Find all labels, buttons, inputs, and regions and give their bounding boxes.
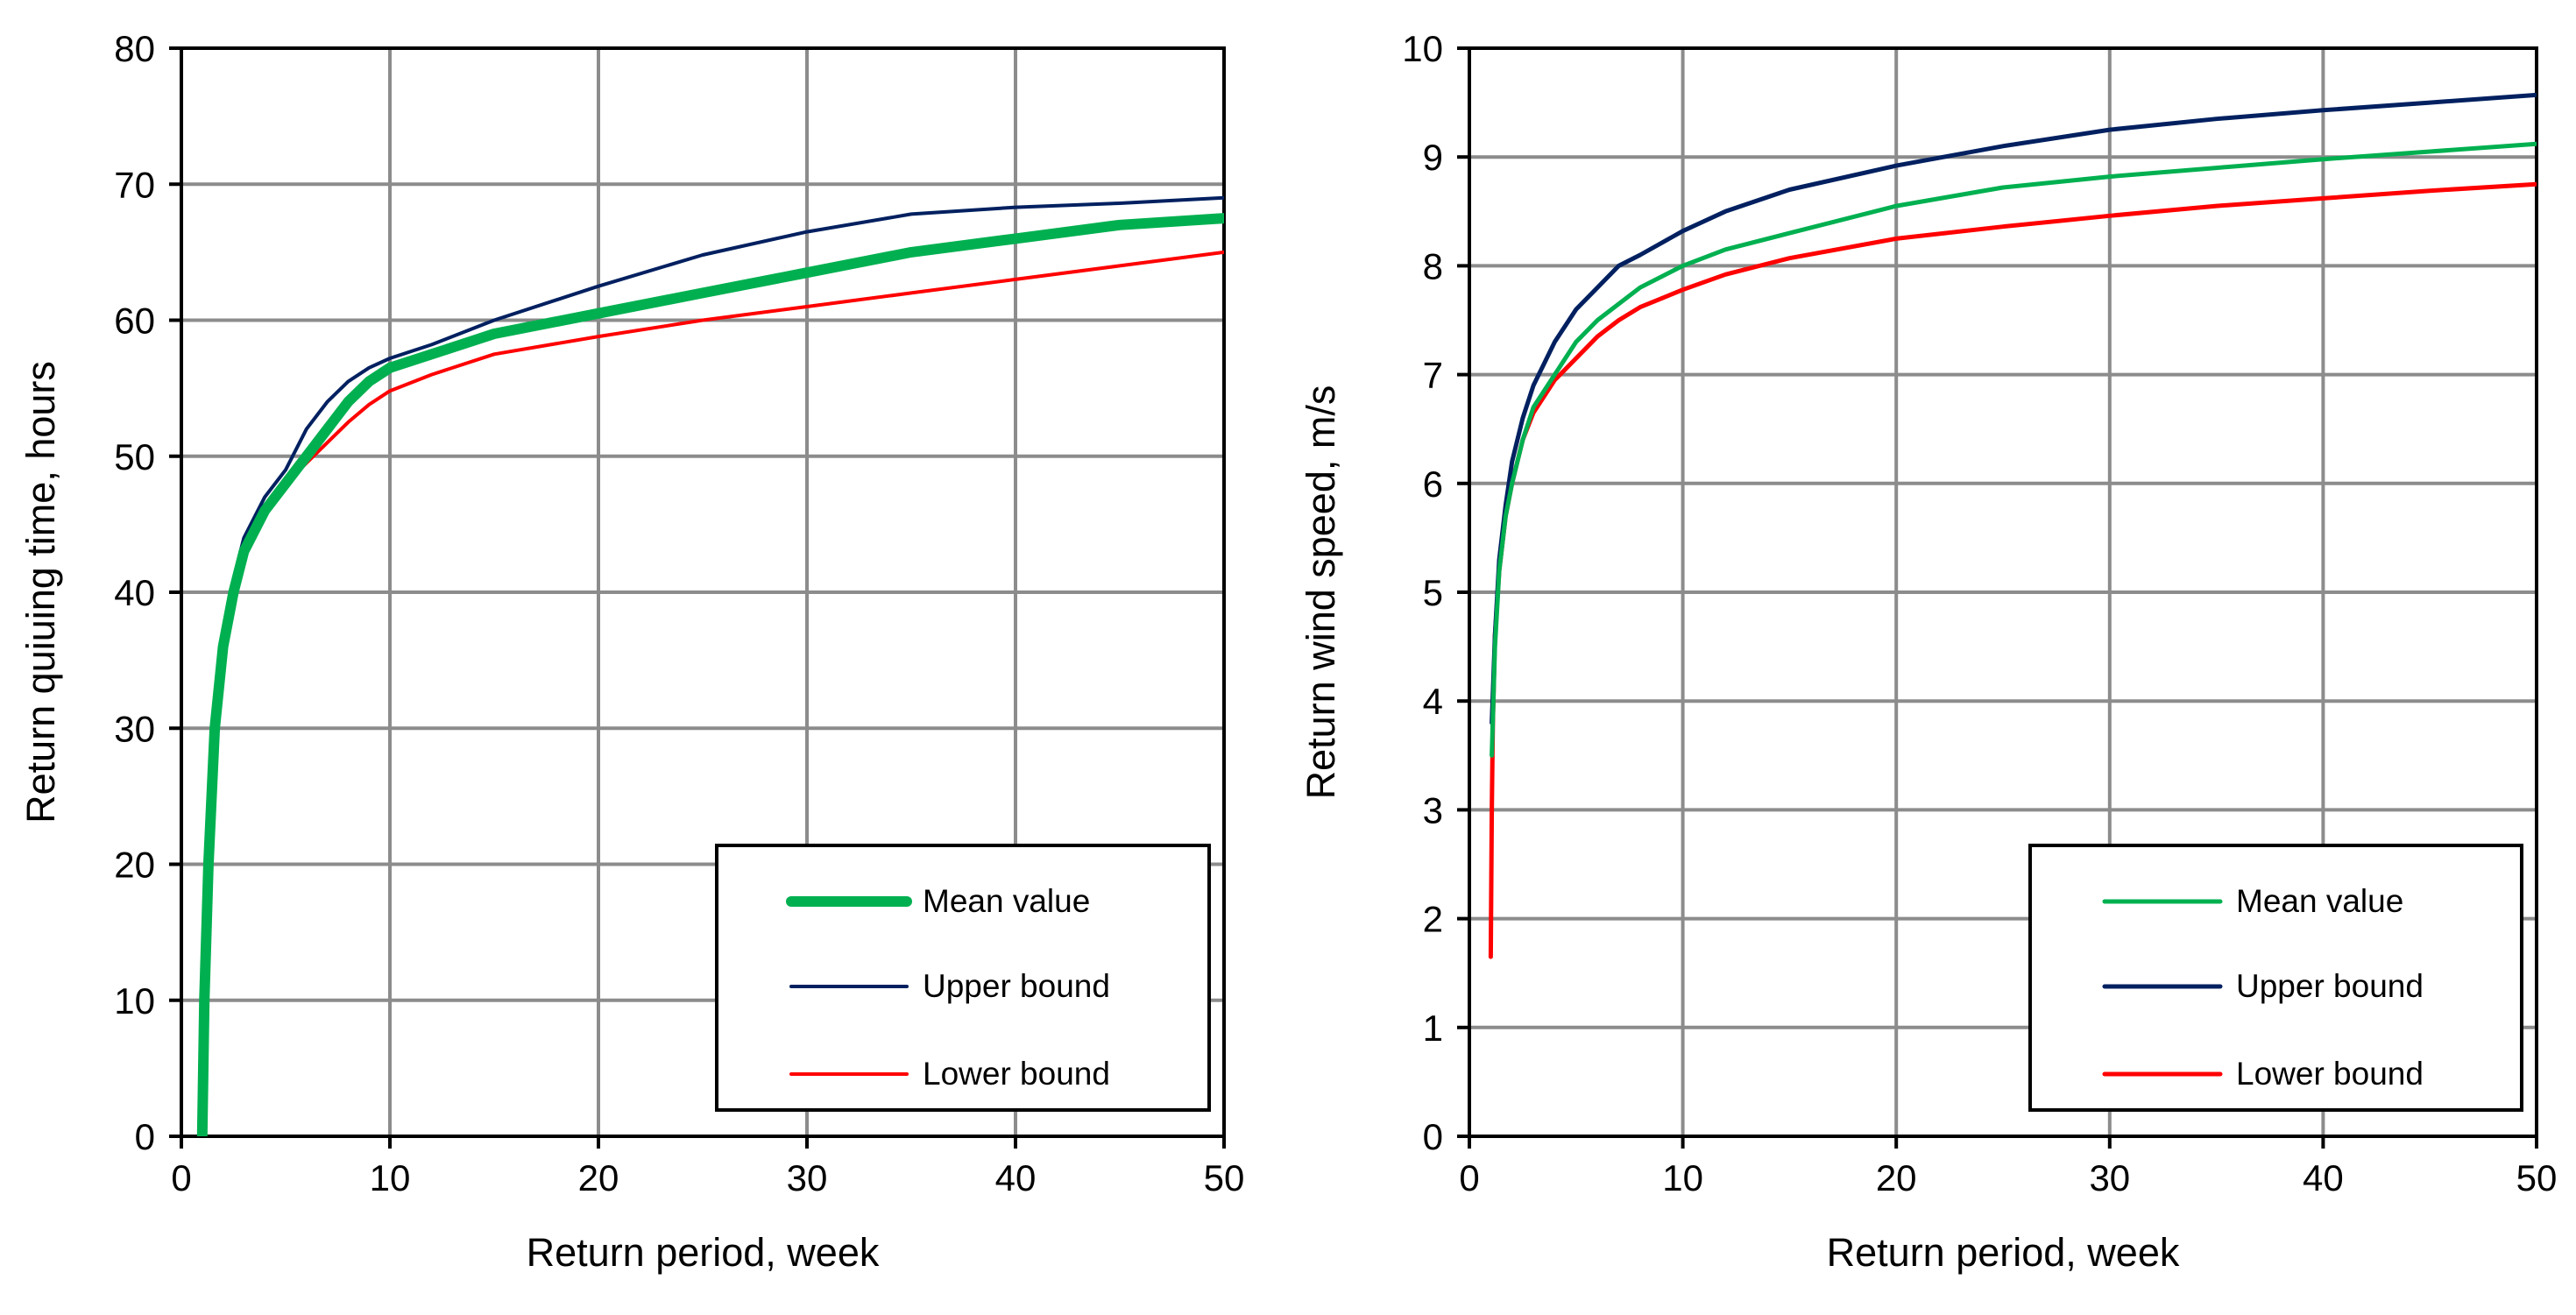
y-tick-label: 8 — [1423, 245, 1443, 286]
y-tick-label: 6 — [1423, 463, 1443, 505]
x-tick-label: 30 — [2089, 1157, 2130, 1198]
legend-box — [2028, 844, 2523, 1112]
chart-2: 0 10 20 30 40 50 0 1 2 3 4 5 6 7 8 9 10 Return period, we… — [1299, 28, 2557, 1275]
y-tick-label: 4 — [1423, 681, 1443, 722]
y-tick-label: 40 — [114, 572, 155, 613]
y-tick-label: 1 — [1423, 1007, 1443, 1049]
y-tick-label: 50 — [114, 436, 155, 477]
chart-1: 0 10 20 30 40 50 0 10 20 30 40 50 60 70 80 Return perio… — [18, 28, 1244, 1275]
x-tick-label: 0 — [171, 1157, 191, 1198]
y-tick-label: 5 — [1423, 572, 1443, 613]
legend-label: Lower bound — [2236, 1056, 2424, 1092]
legend-label: Mean value — [923, 883, 1090, 919]
x-tick-label: 10 — [370, 1157, 411, 1198]
y-tick-label: 60 — [114, 300, 155, 342]
legend-box — [715, 844, 1211, 1112]
series-line-mean-value — [1490, 141, 2537, 758]
y-tick-label: 7 — [1423, 355, 1443, 396]
y-tick-label: 2 — [1423, 899, 1443, 940]
legend: Mean value Upper bound Lower bound — [2028, 844, 2523, 1112]
legend-label: Lower bound — [923, 1056, 1110, 1092]
x-tick-label: 50 — [1204, 1157, 1245, 1198]
series-line-upper-bound — [1490, 92, 2537, 725]
y-tick-label: 70 — [114, 164, 155, 205]
y-tick-label: 9 — [1423, 137, 1443, 178]
legend-label: Mean value — [2236, 883, 2403, 919]
x-tick-label: 40 — [2303, 1157, 2344, 1198]
x-tick-label: 0 — [1459, 1157, 1479, 1198]
legend: Mean value Upper bound Lower bound — [715, 844, 1211, 1112]
y-tick-label: 80 — [114, 28, 155, 69]
y-tick-label: 3 — [1423, 789, 1443, 831]
x-tick-label: 20 — [1876, 1157, 1917, 1198]
legend-label: Upper bound — [2236, 968, 2424, 1004]
x-tick-label: 40 — [995, 1157, 1037, 1198]
y-tick-label: 0 — [1423, 1116, 1443, 1157]
y-tick-label: 10 — [1402, 28, 1443, 69]
x-axis-label: Return period, week — [527, 1230, 880, 1275]
y-tick-label: 0 — [135, 1116, 155, 1157]
x-axis-label: Return period, week — [1827, 1230, 2180, 1275]
y-tick-label: 30 — [114, 708, 155, 749]
y-axis-label: Return wind speed, m/s — [1299, 385, 1343, 800]
x-tick-label: 20 — [578, 1157, 619, 1198]
series-line-mean-value — [196, 213, 1224, 1136]
legend-label: Upper bound — [923, 968, 1110, 1004]
y-axis-label: Return quiuing time, hours — [18, 361, 63, 824]
y-tick-label: 10 — [114, 980, 155, 1022]
y-tick-label: 20 — [114, 845, 155, 886]
x-tick-label: 30 — [787, 1157, 828, 1198]
x-tick-label: 50 — [2516, 1157, 2558, 1198]
x-tick-label: 10 — [1662, 1157, 1703, 1198]
